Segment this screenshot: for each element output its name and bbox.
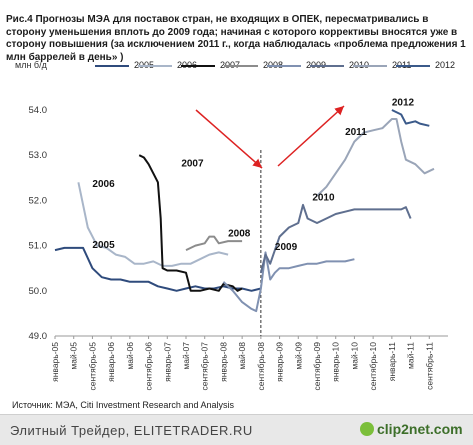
y-tick-label: 51.0 — [29, 241, 48, 252]
x-tick-label: сентябрь-10 — [368, 342, 378, 391]
legend-swatch — [138, 65, 172, 67]
x-tick-label: сентябрь-07 — [200, 342, 210, 391]
series-line-2009 — [222, 251, 355, 313]
legend-swatch — [396, 65, 430, 67]
y-tick-label: 54.0 — [29, 105, 48, 116]
y-tick-label: 52.0 — [29, 195, 48, 206]
x-tick-label: январь-07 — [162, 342, 172, 382]
x-tick-label: май-08 — [237, 342, 247, 370]
chart-title: Рис.4 Прогнозы МЭА для поставок стран, н… — [6, 14, 466, 63]
x-tick-label: сентябрь-05 — [87, 342, 97, 391]
legend-swatch — [310, 65, 344, 67]
series-line-2012 — [391, 109, 430, 127]
x-tick-label: январь-11 — [387, 342, 397, 382]
series-annotation: 2009 — [275, 242, 298, 253]
x-tick-label: сентябрь-11 — [424, 342, 434, 390]
clip2net-logo[interactable]: clip2net.com — [360, 421, 463, 437]
legend-swatch — [181, 65, 215, 67]
clip2net-logo-icon — [360, 422, 374, 436]
series-line-2005 — [54, 246, 262, 292]
series-annotation: 2010 — [312, 192, 335, 203]
x-tick-label: январь-05 — [50, 342, 60, 382]
series-annotation: 2007 — [181, 159, 204, 170]
x-tick-label: май-07 — [181, 342, 191, 370]
series-annotation: 2008 — [228, 229, 251, 240]
x-tick-label: январь-08 — [218, 342, 228, 382]
x-tick-label: сентябрь-09 — [312, 342, 322, 391]
x-tick-label: май-11 — [406, 342, 416, 369]
series-annotation: 2011 — [345, 127, 367, 138]
series-annotation: 2012 — [392, 97, 415, 108]
x-tick-label: январь-06 — [106, 342, 116, 382]
x-tick-label: январь-10 — [331, 342, 341, 382]
y-tick-label: 50.0 — [29, 286, 48, 297]
x-tick-label: сентябрь-08 — [256, 342, 266, 391]
x-tick-label: май-09 — [293, 342, 303, 370]
series-line-2011 — [316, 118, 435, 197]
legend-label: 2012 — [435, 60, 456, 70]
series-annotation: 2005 — [92, 240, 115, 251]
footer-site-name: Элитный Трейдер, ELITETRADER.RU — [10, 423, 253, 438]
legend-swatch — [224, 65, 258, 67]
series-line-2007 — [138, 154, 243, 292]
y-tick-label: 53.0 — [29, 150, 48, 161]
series-line-2010 — [259, 203, 412, 273]
series-line-2006 — [77, 182, 229, 267]
x-tick-label: май-10 — [349, 342, 359, 370]
x-tick-label: сентябрь-06 — [144, 342, 154, 391]
series-line-2008 — [185, 235, 243, 252]
clip2net-logo-text: clip2net.com — [377, 421, 463, 437]
x-tick-label: май-06 — [125, 342, 135, 370]
chart-legend: 20052006200720082009201020112012 — [0, 60, 473, 74]
line-chart: 49.0 50.0 51.0 52.0 53.0 54.0 январь-05 май-05 с… — [29, 97, 448, 391]
x-tick-label: январь-09 — [275, 342, 285, 382]
footer-bar: Элитный Трейдер, ELITETRADER.RU clip2net… — [0, 414, 473, 445]
y-axis-label: млн б/д — [15, 60, 47, 70]
source-note: Источник: МЭА, Citi Investment Research … — [12, 400, 234, 410]
y-tick-label: 49.0 — [29, 331, 48, 342]
legend-swatch — [95, 65, 129, 67]
x-tick-label: май-05 — [69, 342, 79, 370]
legend-swatch — [353, 65, 387, 67]
legend-swatch — [267, 65, 301, 67]
trend-arrow-up — [277, 105, 345, 167]
trend-arrow-down — [195, 109, 263, 169]
series-annotation: 2006 — [92, 179, 115, 190]
